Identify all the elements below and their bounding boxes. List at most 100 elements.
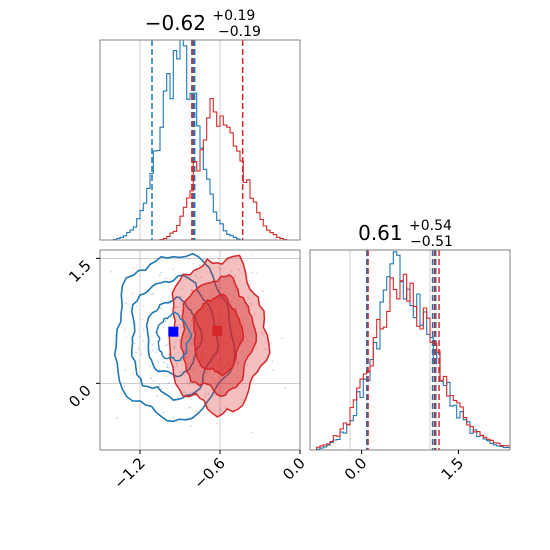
joint-sample-point-1: [180, 310, 183, 312]
joint-sample-point-0: [137, 347, 140, 350]
joint-sample-point-0: [116, 417, 118, 420]
joint-sample-point-0: [189, 406, 192, 409]
joint-sample-point-1: [248, 290, 251, 293]
blue-contour-inner: [155, 311, 193, 362]
joint-sample-point-0: [179, 303, 182, 306]
joint-sample-point-0: [131, 372, 134, 375]
top-panel-title-minus: −0.19: [218, 24, 261, 40]
joint-sample-point-0: [158, 274, 161, 277]
joint-sample-point-1: [246, 317, 249, 320]
joint-sample-point-0: [220, 408, 222, 411]
joint-sample-point-0: [166, 366, 169, 369]
blue-contour-1: [130, 274, 219, 401]
joint-contour-panel: [100, 235, 300, 450]
joint-sample-point-1: [191, 368, 194, 371]
joint-sample-point-0: [190, 398, 193, 400]
joint-sample-point-1: [200, 276, 202, 279]
joint-sample-point-0: [141, 318, 144, 321]
joint-sample-point-0: [190, 342, 193, 345]
joint-xtick-label: 0.0: [279, 454, 309, 484]
joint-sample-point-1: [190, 319, 193, 322]
joint-sample-point-0: [167, 381, 170, 384]
joint-sample-point-1: [230, 269, 232, 272]
joint-sample-point-0: [132, 267, 135, 270]
joint-sample-point-1: [209, 255, 212, 258]
top-panel-title: −0.62 +0.19: [145, 8, 256, 35]
joint-sample-point-0: [160, 388, 163, 390]
joint-sample-point-0: [188, 349, 191, 352]
joint-sample-point-1: [195, 360, 198, 363]
joint-sample-point-0: [170, 353, 173, 356]
joint-sample-point-0: [185, 272, 187, 275]
joint-sample-point-0: [178, 327, 181, 330]
joint-sample-point-1: [250, 304, 253, 307]
joint-sample-point-0: [185, 356, 188, 359]
joint-sample-point-1: [243, 324, 246, 327]
joint-sample-point-1: [187, 406, 190, 409]
top-median: −0.62: [145, 11, 206, 35]
joint-sample-point-1: [255, 347, 258, 349]
joint-sample-point-0: [202, 258, 205, 261]
joint-sample-point-1: [192, 337, 195, 340]
joint-sample-point-1: [264, 348, 267, 351]
joint-sample-point-0: [142, 305, 145, 307]
joint-sample-point-1: [217, 266, 220, 269]
joint-sample-point-0: [124, 328, 127, 331]
joint-sample-point-0: [135, 305, 138, 308]
joint-sample-point-1: [251, 431, 254, 434]
joint-sample-point-0: [166, 363, 169, 366]
joint-sample-point-0: [167, 353, 170, 356]
joint-ytick-label: 1.5: [65, 256, 95, 286]
joint-sample-point-1: [190, 425, 193, 427]
joint-sample-point-0: [149, 364, 152, 367]
joint-sample-point-0: [236, 363, 239, 365]
joint-sample-point-1: [246, 339, 249, 342]
joint-sample-point-0: [162, 394, 165, 396]
joint-sample-point-1: [181, 287, 184, 290]
joint-sample-point-0: [186, 366, 189, 369]
joint-sample-point-1: [176, 362, 179, 365]
joint-sample-point-0: [178, 323, 181, 326]
joint-sample-point-1: [271, 360, 274, 363]
joint-sample-point-0: [164, 320, 167, 322]
joint-sample-point-0: [198, 235, 200, 237]
joint-sample-point-1: [247, 296, 250, 299]
joint-sample-point-1: [175, 305, 178, 308]
joint-sample-point-0: [174, 344, 177, 347]
joint-sample-point-1: [195, 409, 198, 412]
joint-sample-point-1: [243, 241, 245, 243]
joint-sample-point-1: [216, 422, 219, 425]
right-hist-series-0: [310, 251, 510, 450]
joint-sample-point-1: [261, 290, 264, 293]
joint-sample-point-1: [233, 275, 236, 278]
joint-sample-point-0: [150, 293, 153, 296]
joint-sample-point-0: [179, 306, 181, 309]
joint-sample-point-0: [165, 375, 168, 377]
joint-sample-point-0: [161, 308, 164, 311]
joint-sample-point-0: [130, 321, 133, 323]
joint-sample-point-0: [155, 351, 158, 354]
joint-sample-point-0: [158, 369, 161, 371]
joint-sample-point-1: [224, 406, 226, 409]
joint-sample-point-0: [177, 351, 180, 354]
joint-sample-point-0: [124, 369, 127, 371]
joint-sample-point-0: [125, 336, 128, 339]
joint-sample-point-1: [250, 253, 253, 256]
joint-sample-point-0: [196, 238, 198, 240]
joint-sample-point-1: [204, 394, 207, 397]
joint-sample-point-1: [125, 302, 128, 305]
joint-sample-point-1: [254, 313, 256, 316]
joint-xtick-label: −1.2: [110, 454, 148, 492]
joint-sample-point-0: [162, 411, 164, 414]
top-histogram-panel: [100, 40, 300, 240]
joint-sample-point-0: [157, 328, 160, 330]
joint-sample-point-0: [184, 355, 187, 358]
joint-sample-point-0: [160, 300, 163, 303]
joint-sample-point-0: [195, 275, 198, 278]
joint-sample-point-0: [139, 335, 142, 338]
joint-sample-point-1: [260, 330, 263, 333]
right-xtick-label: 1.5: [438, 454, 468, 484]
joint-sample-point-0: [198, 263, 201, 266]
joint-sample-point-0: [261, 333, 264, 336]
